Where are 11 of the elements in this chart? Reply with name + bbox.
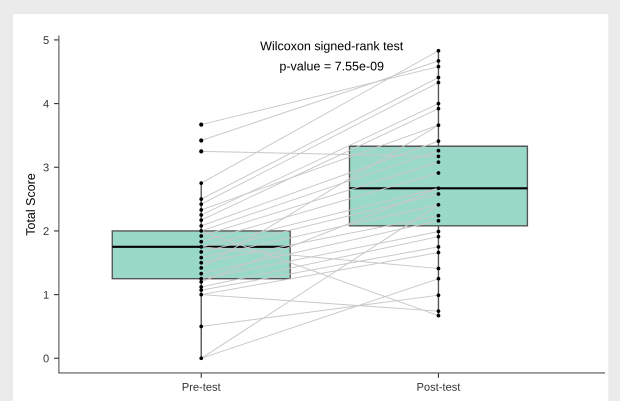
y-tick-label: 3 bbox=[43, 164, 49, 172]
x-tick-label: Pre-test bbox=[182, 383, 221, 391]
y-tick-label: 0 bbox=[43, 354, 49, 362]
y-tick-label: 1 bbox=[44, 290, 49, 299]
y-tick-label: 4 bbox=[43, 100, 49, 108]
y-tick-label: 2 bbox=[44, 227, 49, 235]
x-tick-label: Post-test bbox=[417, 383, 460, 391]
y-tick-label: 5 bbox=[43, 36, 49, 44]
y-axis-title: Total Score bbox=[26, 174, 35, 236]
annotation: Wilcoxon signed-rank test bbox=[260, 41, 404, 53]
annotation: p-value = 7.55e-09 bbox=[280, 61, 384, 74]
